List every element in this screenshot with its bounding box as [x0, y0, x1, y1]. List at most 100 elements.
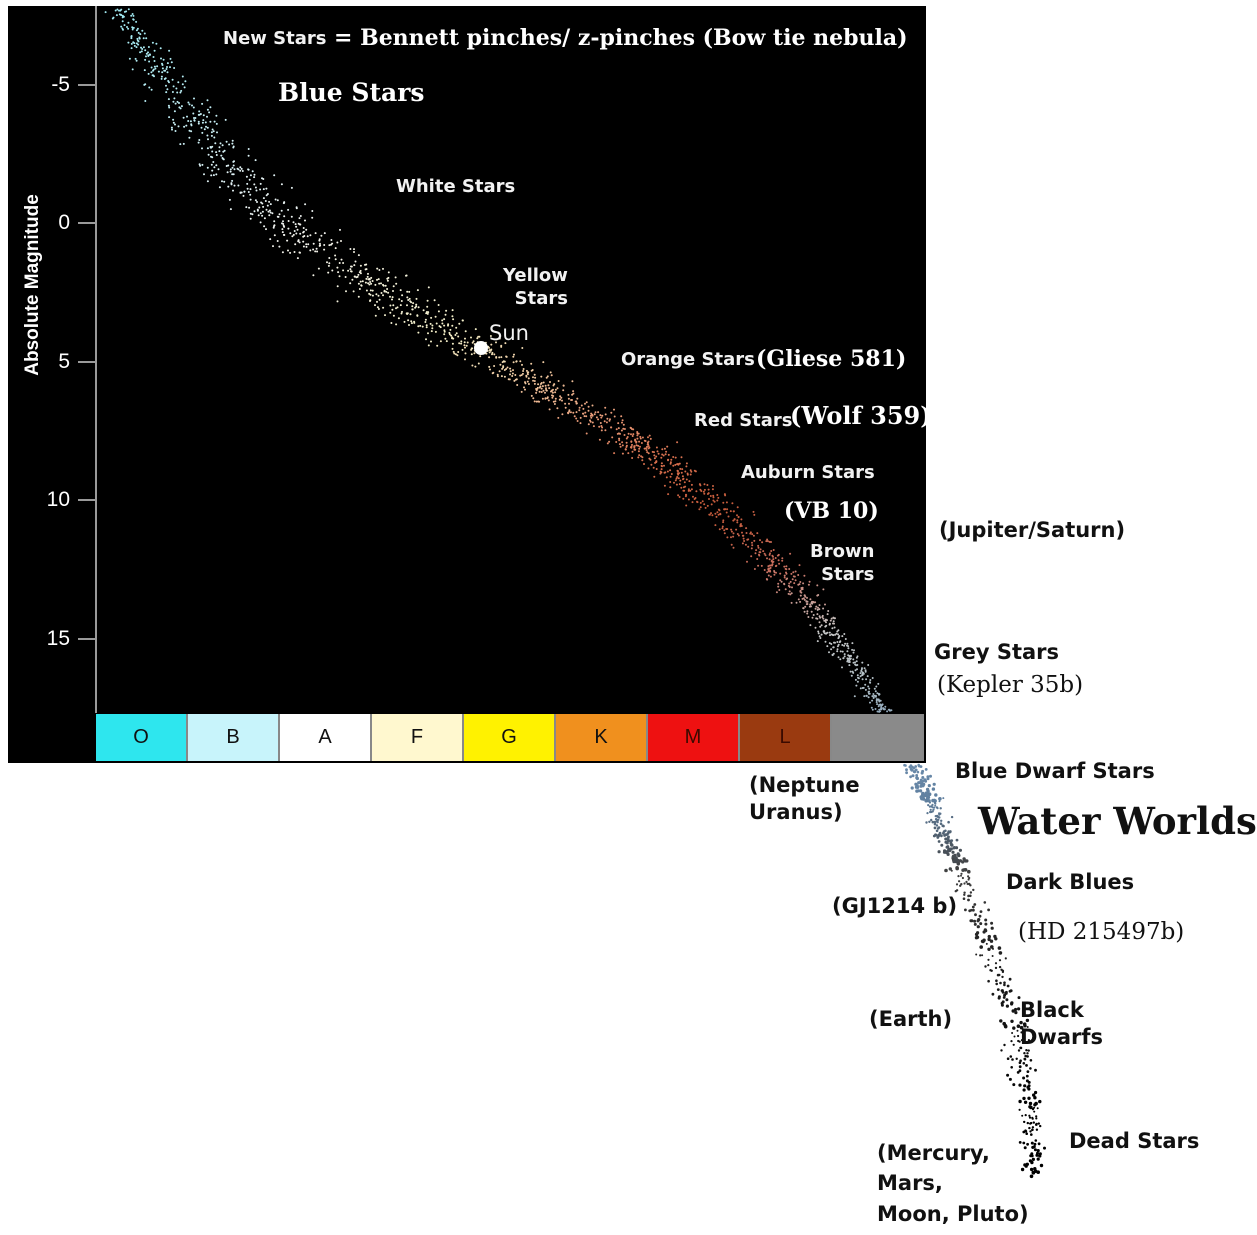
label-neptune-uranus: (Neptune Uranus): [749, 773, 860, 825]
star-point: [305, 245, 308, 248]
star-point: [742, 534, 745, 537]
star-point: [202, 119, 205, 122]
star-point: [763, 552, 766, 555]
star-point: [646, 445, 648, 448]
star-point: [394, 276, 397, 279]
star-point: [825, 624, 828, 627]
star-point: [416, 314, 419, 317]
star-point: [643, 463, 645, 465]
star-point: [568, 402, 570, 405]
star-point: [806, 600, 809, 603]
star-point: [830, 617, 833, 620]
star-point: [120, 25, 123, 28]
star-point: [783, 576, 786, 579]
star-point: [770, 560, 773, 563]
star-point: [867, 691, 870, 693]
star-point: [167, 98, 170, 101]
star-point: [701, 500, 704, 503]
star-point: [789, 580, 792, 583]
star-point: [142, 37, 145, 40]
star-point: [149, 53, 151, 56]
star-point: [1028, 1114, 1031, 1117]
star-point: [976, 919, 980, 923]
star-point: [723, 529, 726, 532]
star-point: [327, 271, 330, 274]
star-point: [718, 528, 721, 531]
star-point: [680, 486, 683, 489]
star-point: [842, 657, 845, 660]
star-point: [620, 429, 623, 432]
star-point: [819, 625, 822, 628]
star-point: [126, 26, 128, 28]
star-point: [772, 549, 775, 551]
star-point: [994, 966, 998, 970]
star-point: [221, 180, 223, 183]
star-point: [606, 417, 609, 420]
star-point: [174, 102, 177, 105]
star-point: [655, 461, 658, 464]
star-point: [503, 375, 506, 378]
star-point: [209, 106, 212, 109]
star-point: [377, 294, 380, 297]
star-point: [661, 453, 664, 456]
star-point: [933, 798, 936, 801]
star-point: [857, 677, 860, 680]
star-point: [522, 368, 525, 370]
star-point: [944, 837, 948, 841]
star-point: [526, 380, 529, 383]
star-point: [948, 867, 952, 871]
star-point: [661, 448, 664, 451]
star-point: [256, 201, 258, 203]
star-point: [199, 164, 202, 167]
star-point: [625, 444, 628, 447]
star-point: [229, 208, 232, 211]
star-point: [354, 260, 357, 263]
star-point: [579, 422, 582, 425]
star-point: [1002, 996, 1006, 999]
star-point: [218, 150, 221, 153]
star-point: [647, 445, 650, 448]
star-point: [665, 476, 668, 479]
star-point: [183, 86, 186, 89]
star-point: [392, 314, 395, 317]
star-point: [454, 334, 457, 336]
star-point: [524, 388, 526, 391]
star-point: [183, 125, 186, 128]
star-point: [365, 289, 368, 292]
star-point: [304, 219, 306, 222]
star-point: [202, 114, 205, 117]
star-point: [1009, 1055, 1013, 1058]
star-point: [367, 272, 369, 275]
star-point: [965, 880, 968, 884]
star-point: [177, 125, 180, 128]
star-point: [408, 324, 410, 326]
star-point: [1012, 1083, 1016, 1087]
star-point: [871, 699, 874, 702]
star-point: [956, 852, 960, 856]
star-point: [351, 278, 354, 281]
star-point: [797, 574, 800, 576]
star-point: [344, 276, 347, 278]
star-point: [135, 20, 138, 23]
star-point: [736, 506, 739, 509]
star-point: [1022, 1088, 1026, 1092]
star-point: [263, 217, 266, 220]
star-point: [568, 409, 571, 412]
star-point: [118, 13, 121, 16]
star-point: [672, 464, 675, 467]
star-point: [357, 282, 360, 285]
star-point: [457, 351, 460, 353]
star-point: [311, 216, 314, 219]
star-point: [246, 182, 249, 185]
star-point: [943, 849, 947, 853]
star-point: [876, 710, 879, 713]
star-point: [470, 353, 473, 356]
star-point: [405, 274, 408, 277]
star-point: [603, 420, 606, 423]
star-point: [1034, 1101, 1038, 1106]
star-point: [136, 37, 139, 40]
star-point: [627, 432, 630, 435]
star-point: [155, 42, 158, 45]
star-point: [249, 188, 252, 191]
star-point: [512, 369, 514, 372]
